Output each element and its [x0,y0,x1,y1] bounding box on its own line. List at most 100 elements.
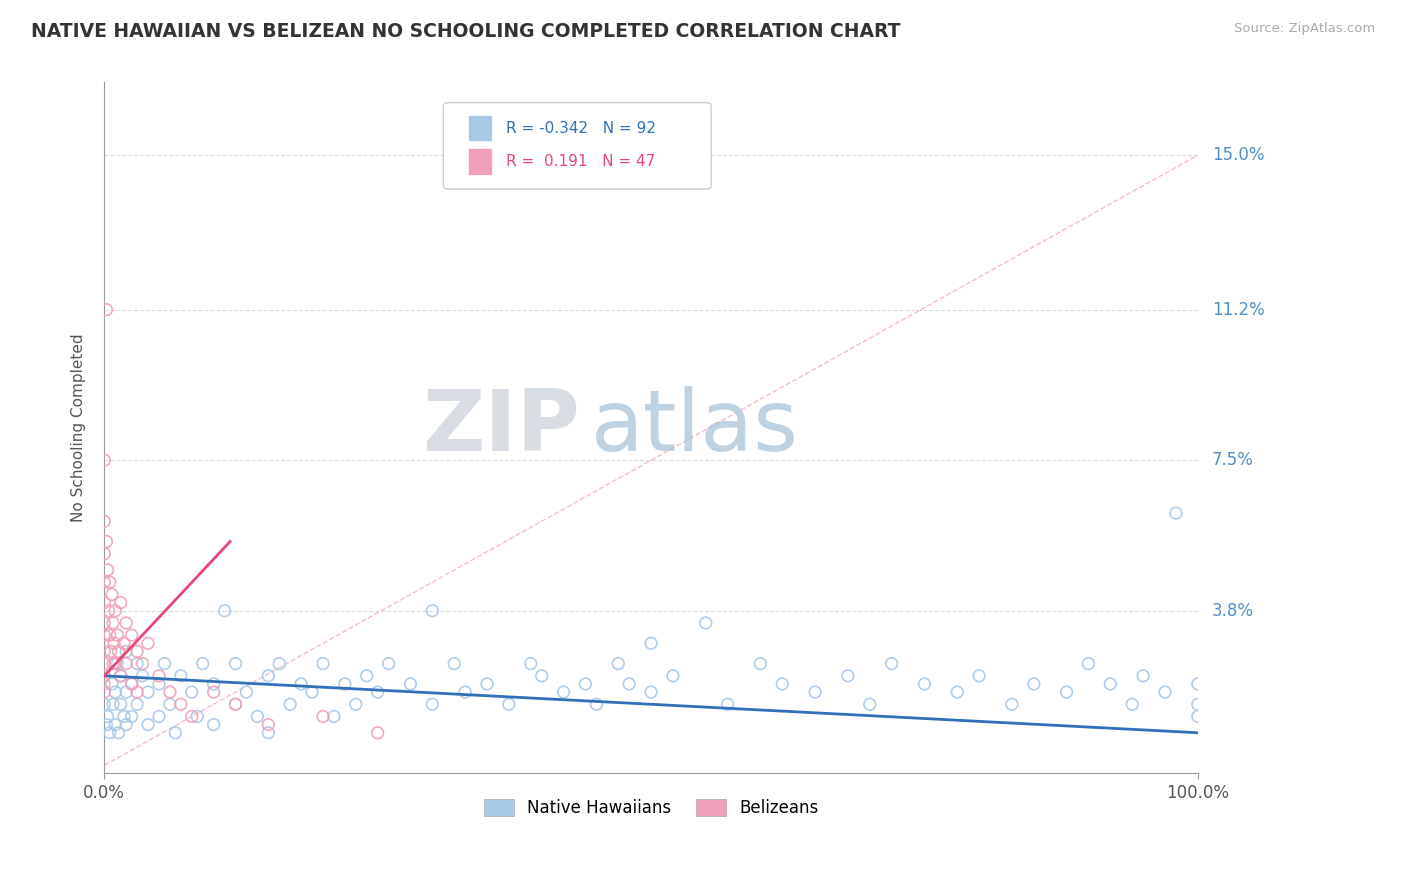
Point [804,685,827,699]
Point [136,636,159,650]
Point [1022,677,1045,691]
Point [115,717,138,731]
Point [585,698,607,712]
Point [98,575,121,590]
Point [1164,506,1187,520]
Point [97,563,120,577]
Point [202,717,225,731]
Point [131,669,153,683]
Point [191,657,214,671]
Point [101,677,124,691]
Point [96,717,118,731]
Point [202,677,225,691]
Point [104,604,127,618]
Point [520,657,543,671]
FancyBboxPatch shape [468,115,492,141]
Point [93,657,115,671]
Point [112,636,135,650]
Y-axis label: No Schooling Completed: No Schooling Completed [72,334,86,522]
Point [312,709,335,723]
Point [695,615,717,630]
Point [93,596,115,610]
Point [574,677,596,691]
Text: ZIP: ZIP [422,386,581,469]
Point [121,709,143,723]
Point [278,698,301,712]
Point [1187,709,1209,723]
Point [367,725,389,739]
Point [530,669,553,683]
Point [127,644,149,658]
Point [96,302,118,317]
Point [159,698,181,712]
Point [127,698,149,712]
Point [257,669,280,683]
Text: Source: ZipAtlas.com: Source: ZipAtlas.com [1234,22,1375,36]
Point [104,657,127,671]
Point [148,669,170,683]
Point [110,669,132,683]
Point [607,657,630,671]
Point [148,677,170,691]
Point [202,685,225,699]
Point [553,685,575,699]
Point [104,717,127,731]
FancyBboxPatch shape [443,103,711,189]
Point [159,685,181,699]
Point [93,453,115,467]
Point [1132,669,1154,683]
Point [717,698,740,712]
Point [1099,677,1122,691]
Point [121,677,143,691]
Point [127,657,149,671]
Point [246,709,269,723]
Point [97,604,120,618]
Point [165,725,187,739]
Text: 11.2%: 11.2% [1212,301,1264,318]
Point [136,685,159,699]
FancyBboxPatch shape [468,148,492,175]
Text: R =  0.191   N = 47: R = 0.191 N = 47 [506,154,655,169]
Point [422,604,444,618]
Point [912,677,935,691]
Point [377,657,399,671]
Text: NATIVE HAWAIIAN VS BELIZEAN NO SCHOOLING COMPLETED CORRELATION CHART: NATIVE HAWAIIAN VS BELIZEAN NO SCHOOLING… [31,22,900,41]
Point [967,669,990,683]
Point [112,709,135,723]
Point [97,709,120,723]
Point [443,657,465,671]
Point [770,677,793,691]
Text: 3.8%: 3.8% [1212,602,1254,620]
Point [1077,657,1099,671]
Point [214,604,236,618]
Point [93,575,115,590]
Point [101,615,124,630]
Point [1001,698,1024,712]
Point [148,709,170,723]
Point [312,657,335,671]
Point [115,644,138,658]
Point [93,615,115,630]
Text: 7.5%: 7.5% [1212,451,1254,469]
Point [180,685,202,699]
Point [344,698,367,712]
Point [290,677,312,691]
Legend: Native Hawaiians, Belizeans: Native Hawaiians, Belizeans [477,792,825,824]
Point [93,685,115,699]
Point [93,669,115,683]
Text: atlas: atlas [591,386,799,469]
Point [96,534,118,549]
Point [1121,698,1143,712]
Point [153,657,176,671]
Point [225,698,247,712]
Point [121,628,143,642]
Point [186,709,208,723]
Point [107,644,129,658]
Point [333,677,356,691]
Point [422,698,444,712]
Point [880,657,903,671]
Point [127,685,149,699]
Point [101,587,124,601]
Point [225,657,247,671]
Point [170,698,193,712]
